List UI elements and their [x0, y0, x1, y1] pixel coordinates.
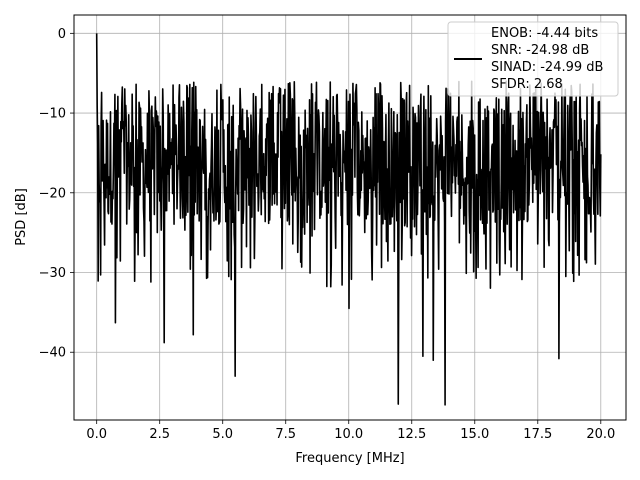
x-tick-label: 17.5: [523, 427, 552, 442]
y-axis-label: PSD [dB]: [14, 188, 29, 246]
y-tick-label: −10: [39, 107, 66, 122]
plot-area-frame: [73, 14, 627, 421]
y-tick-label: −30: [39, 266, 66, 281]
x-tick-label: 10.0: [334, 427, 363, 442]
y-tick-label: −40: [39, 346, 66, 361]
legend-entry-sinad: SINAD: -24.99 dB: [491, 60, 603, 75]
legend: ENOB: -4.44 bits SNR: -24.98 dB SINAD: -…: [447, 21, 619, 97]
x-tick-label: 15.0: [460, 427, 489, 442]
x-axis-label: Frequency [MHz]: [295, 451, 404, 466]
x-tick-label: 12.5: [397, 427, 426, 442]
legend-entry-sfdr: SFDR: 2.68: [491, 77, 563, 92]
y-tick-label: 0: [58, 27, 66, 42]
x-tick-label: 0.0: [86, 427, 107, 442]
x-axis-ticks: 0.0 2.5 5.0 7.5 10.0 12.5 15.0 17.5 20.0: [86, 420, 615, 442]
y-tick-label: −20: [39, 186, 66, 201]
x-tick-label: 2.5: [149, 427, 170, 442]
legend-entry-snr: SNR: -24.98 dB: [491, 43, 589, 58]
y-axis-ticks: 0 −10 −20 −30 −40: [39, 27, 74, 361]
legend-entry-enob: ENOB: -4.44 bits: [491, 26, 598, 41]
psd-series-line: [95, 33, 602, 406]
x-tick-label: 5.0: [212, 427, 233, 442]
legend-box: [447, 21, 619, 97]
series-layer: [95, 33, 602, 406]
x-tick-label: 20.0: [586, 427, 615, 442]
x-tick-label: 7.5: [275, 427, 296, 442]
